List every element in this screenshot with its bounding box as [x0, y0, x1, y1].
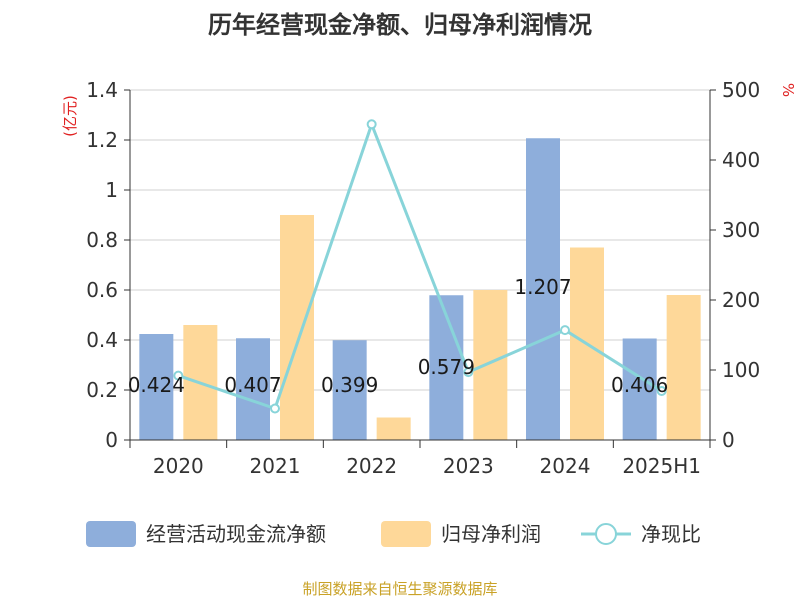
legend-label-ratio: 净现比 [641, 522, 701, 546]
y-left-tick-label: 0.8 [86, 228, 118, 252]
axes: 0 0.2 0.4 0.6 0.8 1 1.2 1.4 0 100 200 300 400 500 2020… [86, 78, 760, 478]
data-label-operating-cash-flow: 0.424 [128, 373, 185, 397]
y-right-unit: % [779, 83, 797, 97]
bar-operating-cash-flow [236, 338, 270, 440]
x-tick-label: 2020 [153, 454, 204, 478]
y-right-tick-label: 200 [722, 288, 760, 312]
bar-operating-cash-flow [526, 138, 560, 440]
bar-net-profit [376, 417, 411, 440]
bar-net-profit [280, 215, 314, 440]
y-left-tick-label: 0 [105, 428, 118, 452]
bar-operating-cash-flow [139, 334, 174, 440]
y-left-tick-label: 0.2 [86, 378, 118, 402]
gridlines [130, 89, 710, 391]
ratio-point [270, 403, 280, 414]
data-label-operating-cash-flow: 1.207 [514, 275, 571, 299]
legend-label-operating-cash-flow: 经营活动现金流净额 [146, 522, 326, 546]
data-label-operating-cash-flow: 0.579 [418, 355, 475, 379]
y-left-tick-label: 0.4 [86, 328, 118, 352]
data-label-operating-cash-flow: 0.399 [321, 373, 378, 397]
bar-net-profit [666, 295, 701, 440]
ratio-line [173, 119, 667, 414]
chart-title: 历年经营现金净额、归母净利润情况 [208, 11, 592, 39]
source-note: 制图数据来自恒生聚源数据库 [302, 580, 497, 598]
ratio-point [173, 370, 184, 381]
ratio-point [560, 325, 570, 336]
bar-net-profit [473, 290, 508, 440]
y-right-tick-label: 300 [722, 218, 760, 242]
y-left-tick-label: 1.4 [86, 78, 118, 102]
ratio-series-line [177, 119, 663, 411]
ratio-point [366, 119, 377, 130]
data-label-operating-cash-flow: 0.407 [224, 373, 281, 397]
y-left-unit: (亿元) [61, 95, 79, 137]
bars [139, 138, 701, 440]
legend: 经营活动现金流净额 归母净利润 净现比 [86, 521, 701, 547]
data-labels: 0.424 0.407 0.399 0.579 1.207 0.406 [128, 275, 669, 397]
legend-label-net-profit: 归母净利润 [441, 522, 541, 546]
bar-operating-cash-flow [332, 340, 367, 440]
x-tick-label: 2023 [443, 454, 494, 478]
y-right-tick-label: 100 [722, 358, 760, 382]
y-left-tick-label: 1.2 [86, 128, 118, 152]
legend-swatch-net-profit [381, 521, 431, 547]
y-right-tick-label: 0 [722, 428, 735, 452]
ratio-point [656, 386, 667, 396]
x-tick-label: 2021 [250, 454, 301, 478]
x-tick-label: 2025H1 [622, 454, 701, 478]
y-left-tick-label: 0.6 [86, 278, 118, 302]
y-right-tick-label: 500 [722, 78, 760, 102]
data-label-operating-cash-flow: 0.406 [611, 373, 668, 397]
y-left-tick-label: 1 [105, 178, 118, 202]
x-tick-label: 2024 [540, 454, 591, 478]
x-tick-label: 2022 [346, 454, 397, 478]
legend-swatch-ratio-marker [595, 523, 617, 545]
ratio-point [463, 367, 474, 378]
legend-swatch-operating-cash-flow [86, 521, 136, 547]
bar-operating-cash-flow [622, 338, 657, 440]
y-right-tick-label: 400 [722, 148, 760, 172]
